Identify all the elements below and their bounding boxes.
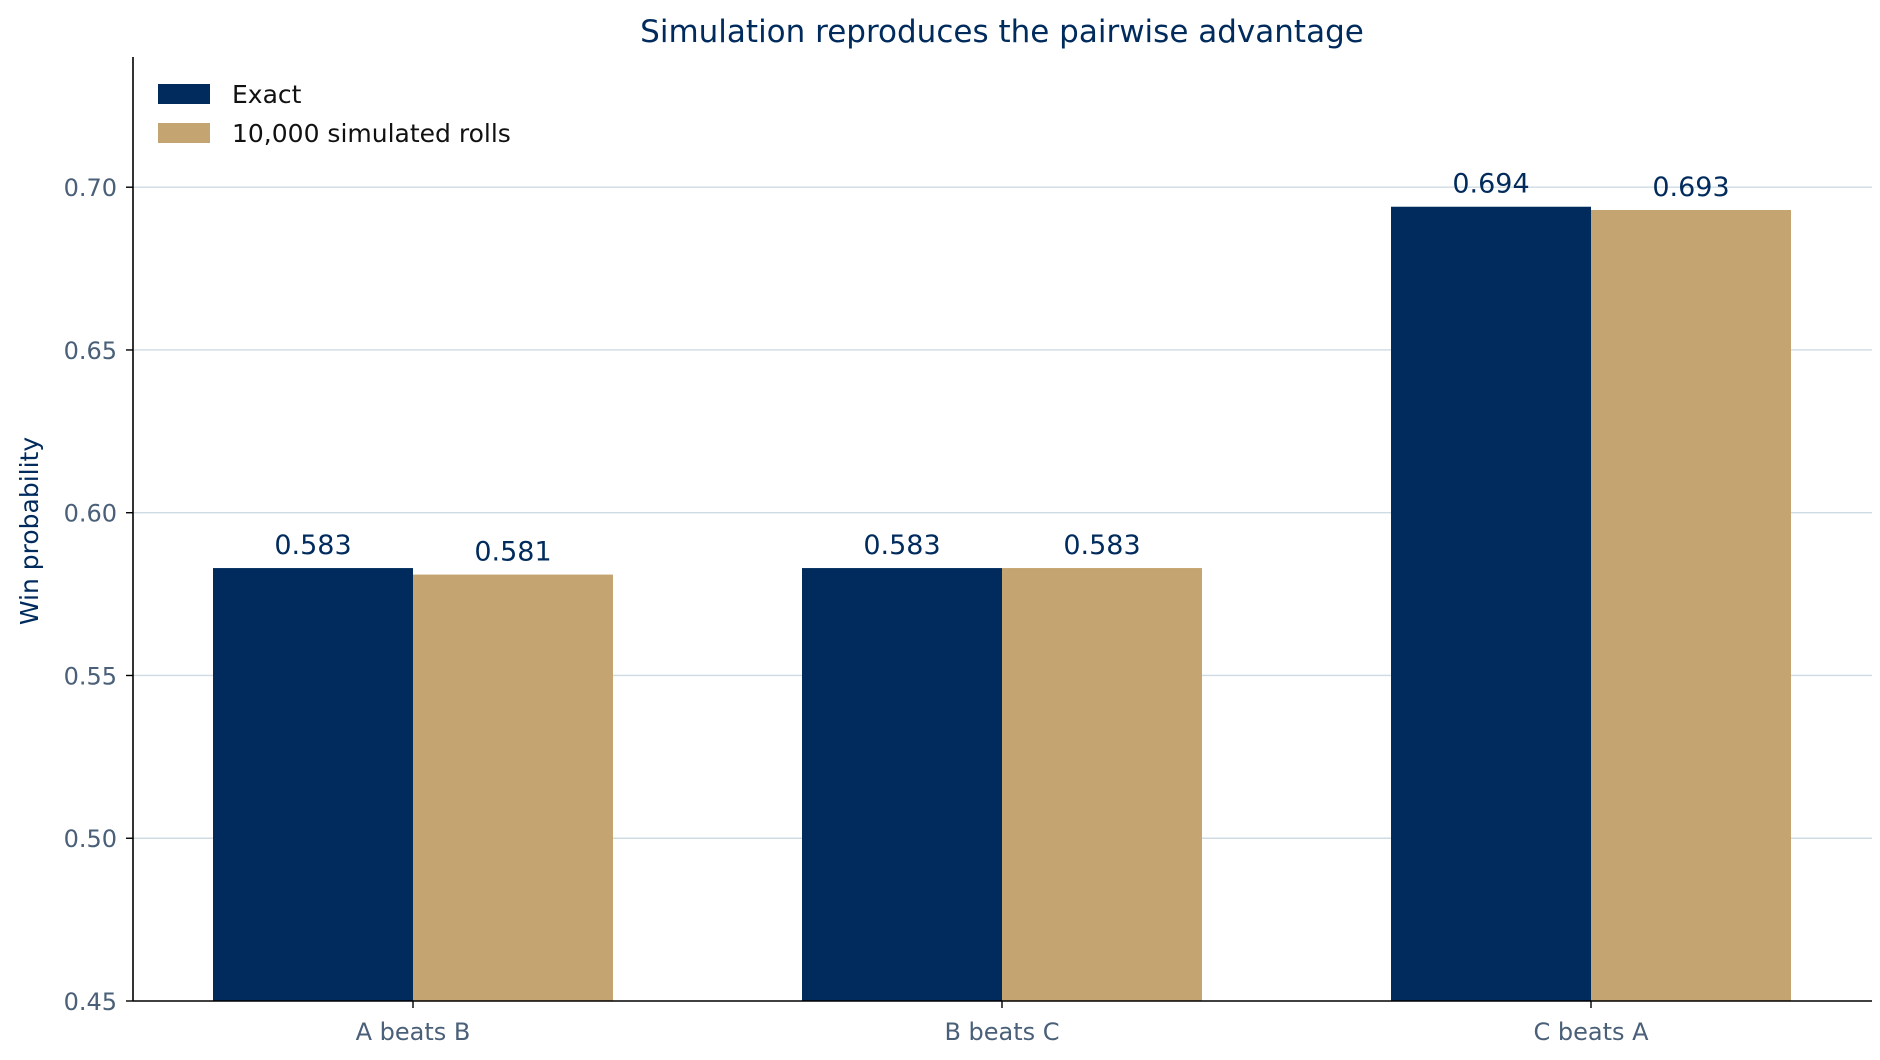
legend-swatch-exact — [158, 84, 210, 104]
y-tick-label: 0.65 — [64, 337, 117, 365]
legend-swatch-simulated — [158, 123, 210, 143]
bar-simulated-1 — [413, 574, 613, 1001]
bar-exact-3 — [1391, 206, 1591, 1002]
x-tick-label: C beats A — [1533, 1018, 1649, 1046]
y-tick-label: 0.55 — [64, 662, 117, 690]
y-tick-label: 0.60 — [64, 500, 117, 528]
bars — [213, 206, 1791, 1002]
value-label: 0.583 — [863, 530, 940, 561]
y-axis-ticks: 0.45 0.50 0.55 0.60 0.65 0.70 — [64, 174, 133, 1016]
bar-exact-1 — [213, 568, 413, 1001]
value-label: 0.693 — [1652, 172, 1729, 203]
value-label: 0.583 — [1063, 530, 1140, 561]
legend: Exact 10,000 simulated rolls — [158, 80, 511, 148]
value-labels: 0.583 0.581 0.583 0.583 0.694 0.693 — [274, 169, 1729, 568]
bar-simulated-2 — [1002, 568, 1202, 1001]
bar-simulated-3 — [1591, 209, 1791, 1001]
value-label: 0.583 — [274, 530, 351, 561]
legend-label-simulated: 10,000 simulated rolls — [232, 119, 511, 148]
y-tick-label: 0.70 — [64, 174, 117, 202]
y-tick-label: 0.45 — [64, 988, 117, 1016]
y-tick-label: 0.50 — [64, 825, 117, 853]
x-tick-label: A beats B — [356, 1018, 471, 1046]
value-label: 0.581 — [474, 537, 551, 568]
y-axis-label: Win probability — [15, 437, 44, 625]
x-axis-ticks: A beats B B beats C C beats A — [356, 1001, 1649, 1046]
bar-exact-2 — [802, 568, 1002, 1001]
value-label: 0.694 — [1452, 169, 1529, 200]
legend-label-exact: Exact — [232, 80, 302, 109]
chart-title: Simulation reproduces the pairwise advan… — [640, 14, 1364, 50]
x-tick-label: B beats C — [944, 1018, 1059, 1046]
